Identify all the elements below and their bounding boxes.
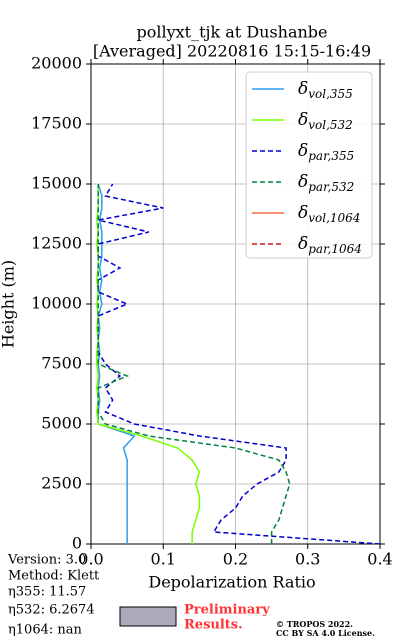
y-tick-label: 2500 bbox=[41, 474, 82, 493]
y-tick-label: 20000 bbox=[31, 54, 82, 73]
x-tick-label: 0.1 bbox=[151, 550, 176, 569]
cc-logo bbox=[119, 606, 177, 627]
info-text: η532: 6.2674 bbox=[8, 603, 95, 618]
y-tick-label: 10000 bbox=[31, 294, 82, 313]
y-tick-label: 0 bbox=[72, 534, 82, 553]
x-tick-label: 0.2 bbox=[223, 550, 248, 569]
legend-box bbox=[245, 71, 373, 259]
x-tick-label: 0.4 bbox=[367, 550, 392, 569]
info-text: Method: Klett bbox=[8, 569, 100, 584]
y-axis-label: Height (m) bbox=[0, 260, 18, 348]
profile-line bbox=[97, 183, 380, 544]
preliminary: Preliminary bbox=[184, 603, 270, 618]
legend-label: δvol,1064 bbox=[298, 203, 360, 225]
legend-label: δvol,532 bbox=[298, 110, 353, 132]
plot-frame bbox=[90, 63, 381, 545]
x-tick-label: 0.3 bbox=[295, 550, 320, 569]
legend-label: δvol,355 bbox=[298, 79, 353, 101]
info-text: Version: 3.0 bbox=[7, 553, 86, 568]
y-tick-label: 15000 bbox=[31, 174, 82, 193]
legend-label: δpar,532 bbox=[298, 172, 354, 194]
info-text: η1064: nan bbox=[8, 623, 83, 638]
y-tick-label: 7500 bbox=[41, 354, 82, 373]
license: CC BY SA 4.0 License. bbox=[276, 628, 375, 638]
profile-line bbox=[97, 184, 291, 544]
legend-label: δpar,355 bbox=[298, 141, 354, 163]
chart-title: [Averaged] 20220816 15:15-16:49 bbox=[93, 42, 371, 61]
info-text: η355: 11.57 bbox=[8, 585, 86, 600]
legend-label: δpar,1064 bbox=[298, 234, 362, 256]
x-axis-label: Depolarization Ratio bbox=[148, 573, 315, 592]
x-tick-label: 0.0 bbox=[78, 550, 103, 569]
license: © TROPOS 2022. bbox=[276, 619, 353, 629]
preliminary: Results. bbox=[184, 618, 243, 633]
y-tick-label: 5000 bbox=[41, 414, 82, 433]
chart-title: pollyxt_tjk at Dushanbe bbox=[136, 23, 327, 42]
info: Version: 3.0 Method: Klett η355: 11.57 η… bbox=[7, 553, 100, 638]
y-tick-label: 17500 bbox=[31, 114, 82, 133]
plot bbox=[96, 183, 380, 544]
y-tick-label: 12500 bbox=[31, 234, 82, 253]
profile-line bbox=[96, 184, 201, 544]
